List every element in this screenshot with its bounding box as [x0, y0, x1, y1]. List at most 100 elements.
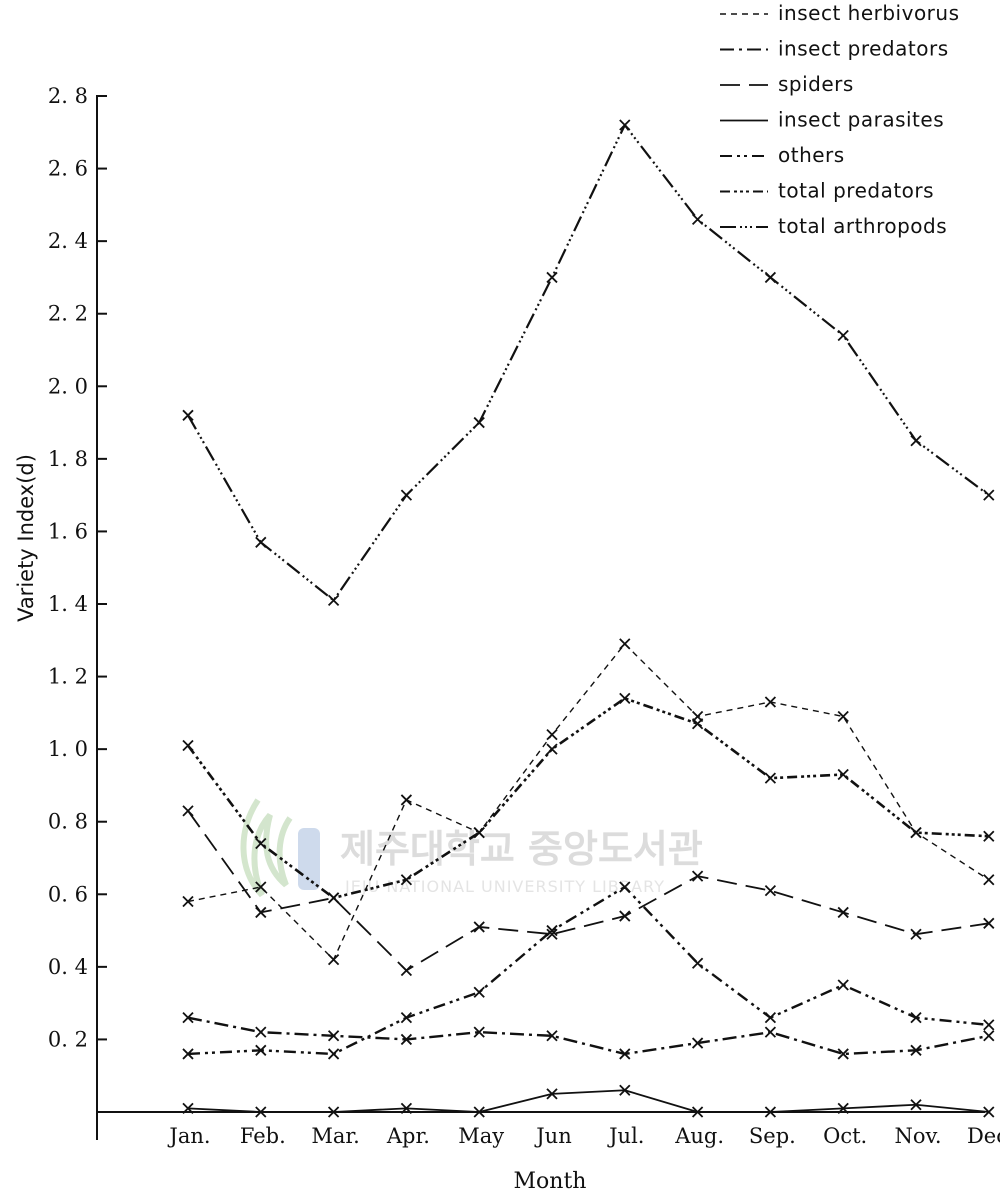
- data-point: [764, 885, 777, 897]
- data-point: [255, 881, 267, 893]
- series-line: [187, 1016, 990, 1056]
- data-point: [327, 1048, 340, 1060]
- y-tick-label: 0. 8: [48, 810, 88, 834]
- series-line: [187, 885, 989, 1056]
- data-point: [255, 837, 267, 850]
- watermark-logo-bar: [298, 828, 320, 890]
- x-tick-label: Oct.: [823, 1124, 867, 1148]
- x-tick-label: Dec.: [967, 1124, 1000, 1148]
- data-point: [691, 957, 704, 969]
- y-tick-label: 2. 8: [48, 84, 88, 108]
- data-point: [837, 710, 849, 723]
- data-point: [983, 1106, 995, 1118]
- x-tick-label: May: [458, 1124, 504, 1148]
- y-tick-label: 2. 2: [48, 302, 88, 326]
- series-total-arthropods: [182, 119, 995, 607]
- series-others: [182, 881, 995, 1060]
- data-point: [910, 928, 922, 940]
- data-point: [255, 536, 267, 548]
- data-point: [691, 870, 704, 882]
- data-point: [691, 1037, 704, 1049]
- watermark-logo-icon: [240, 798, 293, 898]
- data-point: [546, 271, 558, 284]
- data-point: [619, 1084, 631, 1096]
- series-insect-parasites: [182, 1084, 995, 1118]
- legend-label: total predators: [778, 179, 934, 203]
- series-insect-herbivorus: [182, 638, 995, 966]
- data-point: [255, 1106, 267, 1118]
- data-point: [255, 1044, 267, 1056]
- series-line: [187, 810, 989, 972]
- data-point: [400, 874, 413, 886]
- x-axis-title: Month: [514, 1169, 587, 1194]
- data-point: [691, 718, 704, 730]
- data-point: [400, 1102, 413, 1115]
- data-point: [691, 1106, 704, 1118]
- data-point: [764, 271, 777, 284]
- data-point: [182, 805, 194, 817]
- legend-label: insect predators: [778, 37, 949, 61]
- data-point: [837, 1048, 849, 1060]
- watermark-korean: 제주대학교 중앙도서관: [340, 827, 703, 871]
- y-tick-label: 2. 4: [48, 229, 88, 253]
- data-point: [473, 1106, 485, 1118]
- data-point: [983, 489, 995, 501]
- data-point: [764, 1012, 777, 1024]
- data-point: [764, 772, 777, 784]
- data-point: [327, 1106, 340, 1118]
- legend: insect herbivorus insect predators spiders…: [720, 1, 960, 238]
- data-point: [983, 917, 995, 929]
- data-point: [619, 1048, 631, 1060]
- data-point: [910, 826, 922, 839]
- y-tick-label: 0. 4: [48, 955, 88, 979]
- data-point: [473, 921, 485, 933]
- series-total-predators: [182, 692, 995, 904]
- data-point: [400, 964, 413, 977]
- data-point: [255, 906, 267, 919]
- data-point: [619, 881, 631, 893]
- data-point: [910, 435, 922, 447]
- x-tick-label: Jan.: [167, 1124, 210, 1148]
- data-point: [473, 416, 485, 429]
- watermark: 제주대학교 중앙도서관 JEJU NATIONAL UNIVERSITY LIB…: [240, 798, 703, 898]
- x-tick-label: Jul.: [607, 1124, 644, 1148]
- data-point: [764, 696, 777, 708]
- data-point: [182, 1048, 194, 1060]
- data-point: [546, 743, 558, 755]
- data-point: [546, 1088, 558, 1100]
- x-tick-label: Feb.: [240, 1124, 286, 1148]
- data-point: [473, 986, 485, 998]
- y-tick-label: 1. 6: [48, 519, 88, 543]
- data-point: [473, 1026, 485, 1038]
- y-tick-label: 1. 2: [48, 665, 88, 689]
- data-point: [546, 1030, 558, 1042]
- legend-label: insect herbivorus: [778, 1, 960, 25]
- x-tick-label: Sep.: [749, 1124, 796, 1148]
- data-point: [619, 692, 631, 704]
- data-point: [546, 928, 558, 940]
- data-point: [546, 728, 558, 741]
- data-point: [983, 874, 995, 886]
- x-ticks: Jan. Feb. Mar. Apr. May Jun Jul. Aug. Sep. Oct. No…: [167, 1124, 1000, 1148]
- data-point: [327, 953, 340, 966]
- data-point: [983, 1019, 995, 1031]
- data-point: [691, 213, 704, 226]
- data-point: [837, 329, 849, 342]
- data-point: [619, 119, 631, 131]
- y-tick-label: 0. 2: [48, 1027, 88, 1051]
- data-point: [764, 1026, 777, 1038]
- data-point: [182, 409, 194, 421]
- series-line: [187, 643, 990, 961]
- data-point: [400, 1033, 413, 1046]
- data-point: [837, 768, 849, 781]
- data-point: [182, 739, 194, 752]
- data-point: [327, 1030, 340, 1042]
- data-point: [182, 1012, 194, 1024]
- x-tick-label: Jun: [534, 1124, 571, 1148]
- data-point: [182, 1102, 194, 1115]
- y-tick-label: 0. 6: [48, 882, 88, 906]
- y-tick-label: 1. 0: [48, 737, 88, 761]
- data-point: [619, 910, 631, 922]
- legend-label: spiders: [778, 72, 854, 96]
